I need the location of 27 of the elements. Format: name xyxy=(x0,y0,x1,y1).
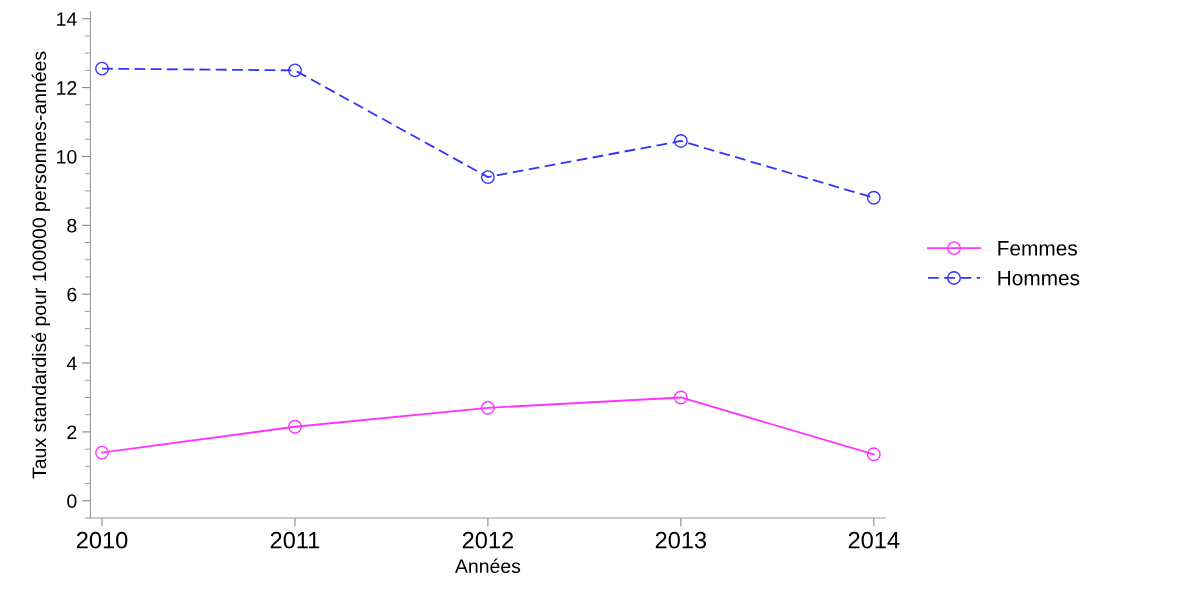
x-tick-label: 2013 xyxy=(655,531,707,549)
y-axis-title: Taux standardisé pour 100000 personnes-années xyxy=(31,51,51,479)
x-tick-label: 2011 xyxy=(270,531,320,549)
legend-label: Hommes xyxy=(998,270,1080,286)
point xyxy=(288,419,302,434)
x-tick-label: 2012 xyxy=(462,531,513,549)
point xyxy=(673,134,688,148)
point xyxy=(866,190,881,205)
legend-label: Femmes xyxy=(998,241,1077,256)
y-tick-label: 8 xyxy=(67,218,77,233)
y-tick-label: 2 xyxy=(67,425,77,439)
point xyxy=(288,63,302,78)
y-tick-label: 10 xyxy=(57,149,77,164)
point xyxy=(95,61,109,76)
point xyxy=(866,447,881,462)
point xyxy=(95,445,109,460)
y-tick-label: 14 xyxy=(57,12,77,26)
y-tick-label: 12 xyxy=(57,81,77,95)
point xyxy=(480,170,495,185)
y-tick-label: 0 xyxy=(67,494,77,509)
point xyxy=(673,390,688,405)
x-axis-title: Années xyxy=(454,558,521,574)
x-tick-label: 2014 xyxy=(848,531,900,549)
x-tick-label: 2010 xyxy=(76,531,128,549)
point xyxy=(480,400,495,415)
y-tick-label: 6 xyxy=(67,287,77,302)
y-tick-label: 4 xyxy=(66,356,77,371)
